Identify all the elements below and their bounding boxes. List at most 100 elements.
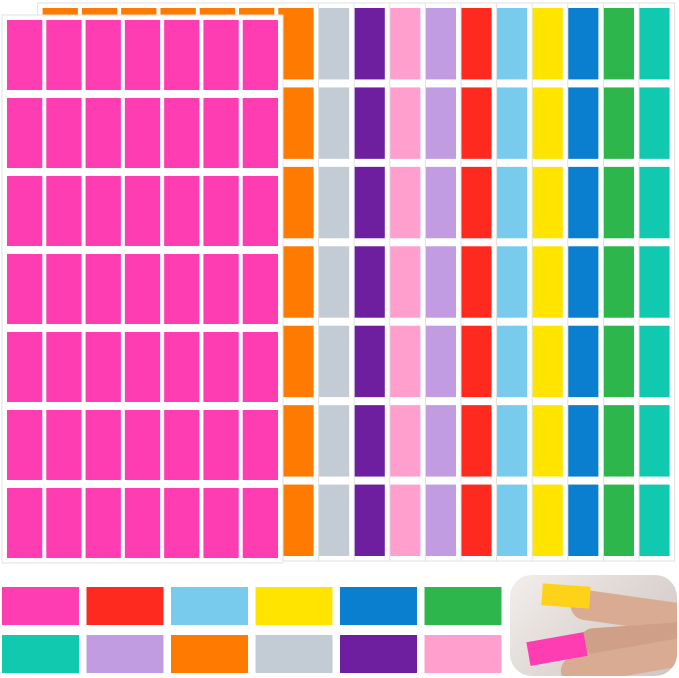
- sticker-label: [563, 246, 599, 318]
- sticker-label: [456, 166, 492, 239]
- sticker-label: [634, 484, 670, 556]
- usage-photo: [510, 575, 677, 676]
- sticker-label: [527, 87, 563, 159]
- sticker-label: [278, 166, 314, 239]
- sticker-label: [527, 246, 563, 318]
- sticker-label: [527, 8, 563, 80]
- sticker-label: [313, 166, 350, 239]
- sticker-label: [349, 166, 385, 239]
- sticker-label: [349, 484, 385, 556]
- label-sheets-stack: [1, 2, 676, 564]
- sticker-label: [634, 8, 670, 80]
- sticker-label: [203, 410, 239, 480]
- color-swatch: [171, 635, 248, 673]
- sticker-label: [563, 8, 599, 80]
- sticker-label: [164, 410, 200, 480]
- sticker-label: [563, 166, 599, 239]
- color-swatch: [2, 635, 79, 673]
- color-swatch: [255, 635, 333, 673]
- sticker-label: [313, 405, 350, 477]
- sticker-label: [278, 405, 314, 477]
- sticker-label: [491, 325, 528, 398]
- sticker-label: [124, 488, 161, 558]
- sticker-label: [420, 87, 456, 159]
- color-swatch: [171, 587, 248, 625]
- sticker-label: [278, 484, 314, 556]
- sticker-label: [7, 98, 43, 168]
- sticker-label: [164, 98, 200, 168]
- sticker-label: [46, 98, 82, 168]
- sticker-label: [7, 254, 43, 324]
- sticker-label: [46, 410, 82, 480]
- sticker-label: [46, 488, 82, 558]
- label-sheet: [1, 14, 284, 564]
- sticker-label: [634, 405, 670, 477]
- sticker-label: [203, 176, 239, 246]
- sticker-label: [598, 87, 634, 159]
- sticker-label: [164, 176, 200, 246]
- sticker-label: [349, 246, 385, 318]
- sticker-label: [634, 325, 670, 398]
- sticker-label: [456, 484, 492, 556]
- sticker-label: [634, 246, 670, 318]
- sticker-label: [164, 254, 200, 324]
- sticker-label: [385, 246, 421, 318]
- sticker-label: [385, 8, 421, 80]
- sticker-label: [598, 325, 634, 398]
- sticker-label: [203, 332, 239, 402]
- sticker-label: [634, 166, 670, 239]
- sticker-label: [242, 20, 278, 90]
- sticker-label: [349, 8, 385, 80]
- sticker-label: [598, 8, 634, 80]
- sticker-label: [456, 8, 492, 80]
- sticker-label: [242, 488, 278, 558]
- sticker-label: [164, 488, 200, 558]
- color-swatch: [86, 587, 164, 625]
- sticker-label: [527, 484, 563, 556]
- sticker-label: [242, 254, 278, 324]
- sticker-label: [420, 484, 456, 556]
- sticker-label: [7, 488, 43, 558]
- sticker-label: [278, 8, 314, 80]
- sticker-label: [203, 488, 239, 558]
- sticker-label: [527, 166, 563, 239]
- sticker-label: [456, 405, 492, 477]
- sticker-label: [385, 484, 421, 556]
- color-swatch: [340, 587, 417, 625]
- sticker-label: [46, 20, 82, 90]
- sticker-label: [46, 332, 82, 402]
- sticker-label: [385, 325, 421, 398]
- sticker-label: [278, 87, 314, 159]
- sticker-label: [7, 410, 43, 480]
- sticker-label: [527, 405, 563, 477]
- color-swatch: [2, 587, 79, 625]
- color-swatch: [424, 635, 502, 673]
- sticker-label: [7, 332, 43, 402]
- sticker-label: [598, 405, 634, 477]
- sticker-label: [124, 98, 161, 168]
- sticker-label: [563, 405, 599, 477]
- sticker-label: [313, 325, 350, 398]
- sticker-label: [313, 484, 350, 556]
- sticker-label: [491, 8, 528, 80]
- sticker-label: [313, 8, 350, 80]
- sticker-label: [420, 405, 456, 477]
- sticker-label: [242, 410, 278, 480]
- sticker-label: [420, 246, 456, 318]
- sticker-label: [242, 176, 278, 246]
- yellow-label: [541, 583, 591, 609]
- sticker-label: [242, 332, 278, 402]
- sticker-label: [85, 488, 121, 558]
- color-swatch: [424, 587, 502, 625]
- sticker-label: [385, 166, 421, 239]
- sticker-label: [598, 484, 634, 556]
- sticker-label: [385, 405, 421, 477]
- sticker-label: [278, 325, 314, 398]
- color-swatch: [86, 635, 164, 673]
- sticker-label: [46, 254, 82, 324]
- sticker-label: [563, 484, 599, 556]
- sticker-label: [313, 87, 350, 159]
- color-swatch: [340, 635, 417, 673]
- sticker-label: [491, 246, 528, 318]
- sticker-label: [491, 405, 528, 477]
